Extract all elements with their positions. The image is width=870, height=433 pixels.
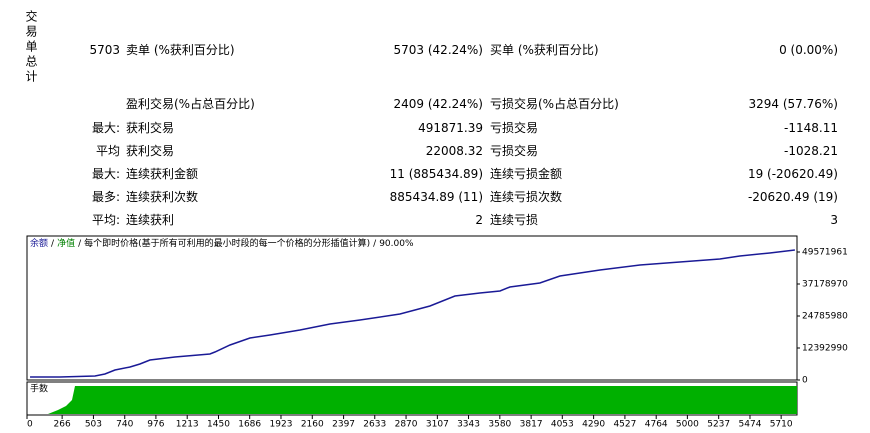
x-tick-label: 740 <box>116 420 133 430</box>
value-2: -1148.11 <box>784 121 838 135</box>
value-1: 22008.32 <box>425 144 483 158</box>
x-tick-label: 1686 <box>238 420 261 430</box>
label-1: 卖单 (%获利百分比) <box>126 43 235 57</box>
label-1: 连续获利金额 <box>126 167 199 181</box>
legend-item: 净值 <box>57 239 76 249</box>
x-tick-label: 2160 <box>301 420 324 430</box>
x-tick-label: 3107 <box>426 420 449 430</box>
x-tick-label: 2870 <box>395 420 418 430</box>
value-1: 885434.89 (11) <box>389 190 483 204</box>
label-2: 连续亏损次数 <box>490 190 563 204</box>
label-2: 亏损交易 <box>490 121 539 135</box>
balance-line <box>30 249 795 378</box>
x-tick-label: 4527 <box>613 420 636 430</box>
label-2: 亏损交易(%占总百分比) <box>490 97 619 111</box>
legend-item: 每个即时价格(基于所有可利用的最小时段的每一个价格的分形插值计算) <box>84 239 371 249</box>
value-1: 11 (885434.89) <box>389 167 483 181</box>
x-tick-label: 3343 <box>457 420 480 430</box>
x-tick-label: 266 <box>54 420 71 430</box>
label-1: 连续获利次数 <box>126 190 199 204</box>
legend-item: 余额 <box>30 239 49 249</box>
row-prefix: 5703 <box>89 43 120 57</box>
label-1: 连续获利 <box>126 213 175 227</box>
value-1: 5703 (42.24%) <box>393 43 483 57</box>
lots-area <box>48 386 797 414</box>
x-tick-label: 2633 <box>363 420 386 430</box>
y-tick-label: 49571961 <box>802 248 848 258</box>
sidebar-label: 交易单总计 <box>24 10 38 85</box>
row-prefix: 最大: <box>91 167 120 181</box>
x-tick-label: 5710 <box>770 420 793 430</box>
x-tick-label: 4290 <box>582 420 605 430</box>
legend-separator: / <box>78 239 82 249</box>
label-1: 获利交易 <box>126 144 175 158</box>
label-1: 盈利交易(%占总百分比) <box>126 97 255 111</box>
row-prefix: 最大: <box>91 121 120 135</box>
y-tick-label: 0 <box>802 376 808 386</box>
value-1: 2 <box>475 213 483 227</box>
x-tick-label: 1923 <box>270 420 293 430</box>
value-2: 3 <box>830 213 838 227</box>
legend-separator: / <box>51 239 55 249</box>
value-2: -20620.49 (19) <box>747 190 838 204</box>
legend-item: 90.00% <box>379 239 414 249</box>
x-tick-label: 1450 <box>207 420 230 430</box>
value-2: 3294 (57.76%) <box>748 97 838 111</box>
label-2: 连续亏损 <box>490 213 539 227</box>
x-tick-label: 4053 <box>551 420 574 430</box>
x-tick-label: 0 <box>27 420 33 430</box>
x-tick-label: 503 <box>85 420 102 430</box>
y-tick-label: 37178970 <box>802 280 848 290</box>
x-tick-label: 5237 <box>707 420 730 430</box>
x-tick-label: 1213 <box>176 420 199 430</box>
x-tick-label: 2397 <box>332 420 355 430</box>
value-1: 2409 (42.24%) <box>393 97 483 111</box>
row-prefix: 最多: <box>91 190 120 204</box>
label-1: 获利交易 <box>126 121 175 135</box>
label-2: 亏损交易 <box>490 144 539 158</box>
label-2: 买单 (%获利百分比) <box>490 43 599 57</box>
y-tick-label: 12392990 <box>802 344 848 354</box>
x-tick-label: 5474 <box>739 420 762 430</box>
legend-separator: / <box>373 239 377 249</box>
plot-frame <box>26 235 798 381</box>
row-prefix: 平均 <box>95 144 120 158</box>
value-1: 491871.39 <box>418 121 483 135</box>
row-prefix: 平均: <box>91 213 120 227</box>
x-tick-label: 3817 <box>520 420 543 430</box>
legend: 余额 / 净值 / 每个即时价格(基于所有可利用的最小时段的每一个价格的分形插值计算) /… <box>30 239 414 250</box>
x-tick-label: 5000 <box>676 420 699 430</box>
value-2: 0 (0.00%) <box>779 43 838 57</box>
y-tick-label: 24785980 <box>802 312 848 322</box>
x-tick-label: 4764 <box>645 420 668 430</box>
value-2: -1028.21 <box>784 144 838 158</box>
lots-label: 手数 <box>30 383 48 395</box>
value-2: 19 (-20620.49) <box>747 167 838 181</box>
label-2: 连续亏损金额 <box>490 167 563 181</box>
x-tick-label: 3580 <box>488 420 511 430</box>
x-tick-label: 976 <box>147 420 164 430</box>
